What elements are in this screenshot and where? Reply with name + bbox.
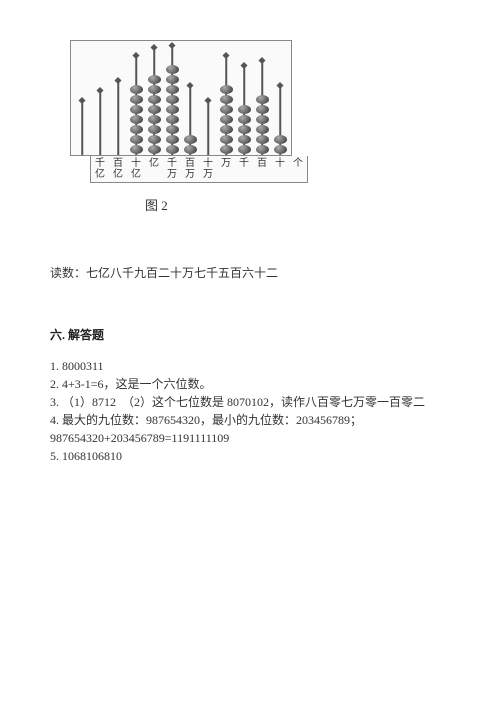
abacus-rod [109, 45, 127, 155]
place-label: 千 [235, 156, 253, 182]
place-label: 千万 [163, 156, 181, 182]
abacus-rod [163, 45, 181, 155]
abacus-bead [166, 85, 179, 94]
abacus-bead [256, 125, 269, 134]
abacus-rod [235, 45, 253, 155]
abacus-bead [166, 145, 179, 154]
place-label: 百亿 [109, 156, 127, 182]
abacus-bead [238, 115, 251, 124]
abacus-place-labels: 千亿百亿十亿亿千万百万十万万千百十个 [90, 156, 308, 183]
answers-block: 1. 80003112. 4+3-1=6，这是一个六位数。3. （1）8712 … [50, 357, 450, 465]
abacus-bead [220, 135, 233, 144]
abacus-bead [130, 95, 143, 104]
reading-value: 七亿八千九百二十万七千五百六十二 [86, 266, 278, 280]
abacus-bead [220, 105, 233, 114]
abacus-bead [130, 105, 143, 114]
abacus-bead [256, 95, 269, 104]
abacus-rod [91, 45, 109, 155]
abacus-bead [220, 115, 233, 124]
abacus-bead [166, 135, 179, 144]
abacus-bead [166, 65, 179, 74]
abacus-bead [220, 85, 233, 94]
place-label: 十亿 [127, 156, 145, 182]
place-label: 千亿 [91, 156, 109, 182]
place-label: 百万 [181, 156, 199, 182]
figure-caption: 图 2 [145, 195, 450, 214]
answer-line: 1. 8000311 [50, 357, 450, 375]
abacus-bead [238, 105, 251, 114]
abacus-bead [220, 95, 233, 104]
place-label: 十 [271, 156, 289, 182]
abacus-rod [253, 45, 271, 155]
abacus-bead [148, 95, 161, 104]
abacus-bead [148, 105, 161, 114]
reading-label: 读数： [50, 266, 86, 280]
abacus-bead [148, 145, 161, 154]
abacus-bead [166, 115, 179, 124]
abacus-rod [271, 45, 289, 155]
abacus-bead [148, 125, 161, 134]
section-title: 六. 解答题 [50, 326, 450, 343]
abacus-rod [127, 45, 145, 155]
abacus-bead [130, 115, 143, 124]
abacus-bead [184, 145, 197, 154]
abacus-bead [256, 145, 269, 154]
abacus-bead [238, 145, 251, 154]
answer-line: 5. 1068106810 [50, 447, 450, 465]
abacus-bead [220, 145, 233, 154]
place-label: 万 [217, 156, 235, 182]
abacus-rod [181, 45, 199, 155]
abacus-bead [256, 115, 269, 124]
abacus-rod [73, 45, 91, 155]
reading-line: 读数：七亿八千九百二十万七千五百六十二 [50, 264, 450, 281]
answer-line: 3. （1）8712 （2）这个七位数是 8070102，读作八百零七万零一百零… [50, 393, 450, 411]
abacus-bead [274, 145, 287, 154]
abacus-bead [130, 125, 143, 134]
abacus-bead [256, 135, 269, 144]
abacus-bead [166, 75, 179, 84]
abacus-bead [238, 125, 251, 134]
abacus-diagram [70, 40, 292, 156]
place-label: 十万 [199, 156, 217, 182]
abacus-bead [148, 115, 161, 124]
answer-line: 4. 最大的九位数：987654320，最小的九位数：203456789； [50, 411, 450, 429]
abacus-bead [238, 135, 251, 144]
abacus-bead [166, 105, 179, 114]
abacus-bead [184, 135, 197, 144]
abacus-bead [148, 75, 161, 84]
abacus-bead [130, 85, 143, 94]
abacus-rod [199, 45, 217, 155]
abacus-bead [256, 105, 269, 114]
abacus-rod [217, 45, 235, 155]
abacus-bead [130, 145, 143, 154]
answer-line: 987654320+203456789=1191111109 [50, 429, 450, 447]
abacus-bead [274, 135, 287, 144]
abacus-bead [220, 125, 233, 134]
place-label: 个 [289, 156, 307, 182]
place-label: 百 [253, 156, 271, 182]
abacus-bead [130, 135, 143, 144]
answer-line: 2. 4+3-1=6，这是一个六位数。 [50, 375, 450, 393]
abacus-bead [166, 125, 179, 134]
abacus-bead [166, 95, 179, 104]
abacus-bead [148, 85, 161, 94]
abacus-rod [145, 45, 163, 155]
place-label: 亿 [145, 156, 163, 182]
abacus-bead [148, 135, 161, 144]
